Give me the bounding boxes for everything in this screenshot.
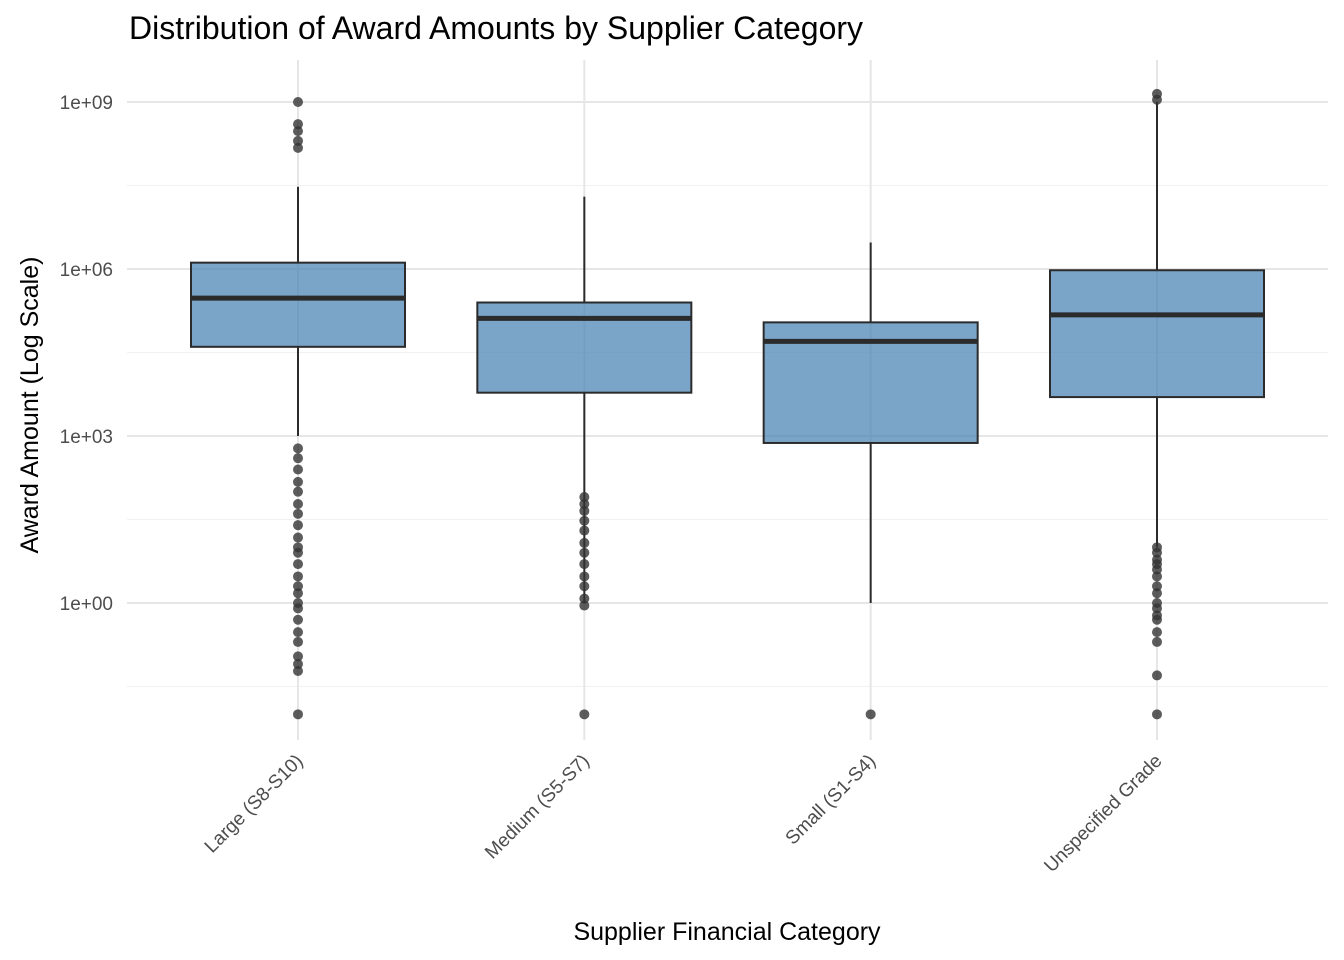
y-tick-label: 1e+03 — [60, 427, 113, 448]
outlier-point — [293, 542, 303, 553]
outlier-point — [293, 588, 303, 599]
x-axis-tick-labels: Large (S8-S10) Medium (S5-S7) Small (S1-S4… — [201, 751, 1167, 877]
outlier-point — [293, 636, 303, 647]
x-tick-label: Large (S8-S10) — [201, 751, 308, 858]
outlier-point — [293, 119, 303, 130]
outlier-point — [1152, 542, 1162, 553]
box-iqr — [1049, 269, 1265, 399]
outlier-point — [1152, 598, 1162, 608]
x-tick-label: Medium (S5-S7) — [481, 751, 594, 864]
boxplot-series — [190, 88, 1265, 720]
outlier-point — [293, 499, 303, 510]
outlier-point — [1152, 581, 1162, 592]
outlier-point — [1152, 571, 1162, 582]
outlier-point — [293, 97, 303, 107]
y-tick-label: 1e+00 — [60, 594, 113, 615]
outlier-point — [293, 142, 303, 153]
outlier-point — [293, 559, 303, 570]
outlier-point — [293, 135, 303, 146]
outlier-point — [1152, 636, 1162, 647]
outlier-point — [579, 515, 590, 526]
chart-title: Distribution of Award Amounts by Supplie… — [129, 10, 864, 46]
outlier-point — [579, 581, 590, 592]
outlier-point — [293, 508, 303, 519]
outlier-point — [293, 486, 303, 497]
outlier-point — [579, 537, 590, 548]
box-group — [190, 97, 406, 720]
grid-lines — [127, 60, 1328, 740]
y-axis-title: Award Amount (Log Scale) — [16, 257, 44, 554]
outlier-point — [293, 532, 303, 543]
outlier-point — [579, 559, 590, 570]
outlier-point — [1152, 554, 1162, 565]
outlier-point — [1152, 588, 1162, 599]
outlier-point — [579, 547, 590, 558]
y-tick-label: 1e+06 — [60, 260, 113, 281]
y-axis-tick-labels: 1e+00 1e+03 1e+06 1e+09 — [60, 93, 113, 615]
outlier-point — [1152, 88, 1162, 99]
outlier-point — [579, 525, 590, 536]
outlier-point — [579, 505, 590, 516]
box-group — [1049, 88, 1265, 720]
outlier-point — [1152, 610, 1162, 621]
outlier-point — [293, 520, 303, 531]
outlier-point — [1152, 670, 1162, 681]
outlier-point — [293, 709, 303, 720]
outlier-point — [293, 126, 303, 137]
outlier-point — [293, 666, 303, 677]
outlier-point — [579, 492, 590, 503]
x-tick-label: Unspecified Grade — [1040, 751, 1166, 877]
outlier-point — [293, 651, 303, 662]
outlier-point — [293, 453, 303, 464]
outlier-point — [1152, 709, 1162, 720]
box-group — [476, 196, 693, 720]
outlier-point — [293, 659, 303, 670]
x-tick-label: Small (S1-S4) — [782, 751, 880, 849]
outlier-point — [579, 593, 590, 604]
box-group — [762, 242, 979, 720]
outlier-point — [293, 598, 303, 608]
outlier-point — [293, 443, 303, 454]
outlier-point — [865, 709, 876, 720]
y-tick-label: 1e+09 — [60, 93, 113, 114]
outlier-point — [579, 499, 590, 510]
x-axis-title: Supplier Financial Category — [573, 918, 881, 946]
outlier-point — [579, 571, 590, 582]
outlier-point — [293, 464, 303, 475]
outlier-point — [293, 581, 303, 592]
outlier-point — [579, 600, 590, 611]
box-iqr — [190, 261, 406, 348]
outlier-point — [1152, 627, 1162, 638]
outlier-point — [579, 709, 590, 720]
outlier-point — [293, 627, 303, 638]
outlier-point — [293, 571, 303, 582]
outlier-point — [293, 614, 303, 625]
outlier-point — [293, 476, 303, 487]
